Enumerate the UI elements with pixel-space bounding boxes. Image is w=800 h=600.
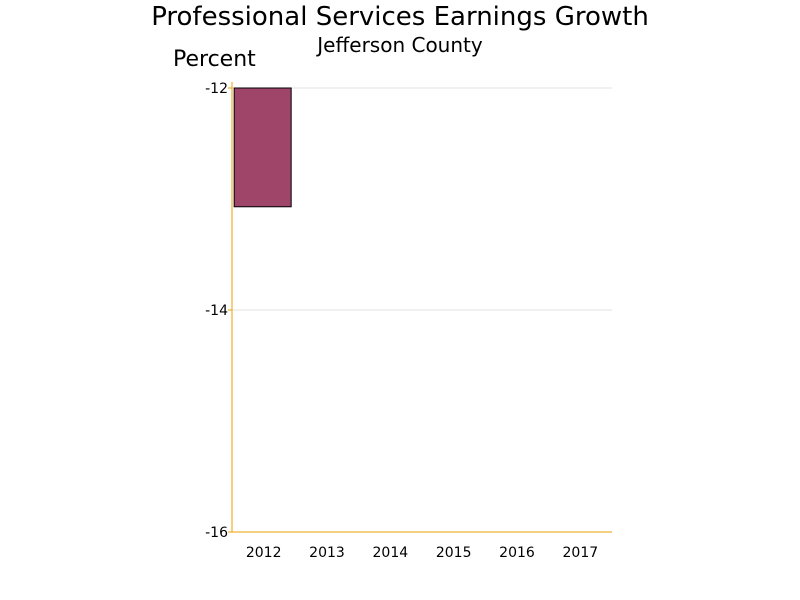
chart-subtitle: Jefferson County (317, 33, 483, 57)
y-tick-label: -12 (205, 81, 228, 97)
x-tick-label: 2014 (373, 545, 409, 561)
x-tick-label: 2013 (309, 545, 345, 561)
y-axis-label: Percent (173, 47, 256, 72)
x-tick-label: 2012 (246, 545, 282, 561)
x-tick-label: 2017 (563, 545, 599, 561)
chart-title: Professional Services Earnings Growth (151, 2, 649, 32)
x-tick-label: 2016 (499, 545, 535, 561)
y-tick-label: -16 (205, 525, 228, 541)
y-tick-label: -14 (205, 303, 228, 319)
x-tick-label: 2015 (436, 545, 472, 561)
bar-2012 (233, 87, 292, 208)
